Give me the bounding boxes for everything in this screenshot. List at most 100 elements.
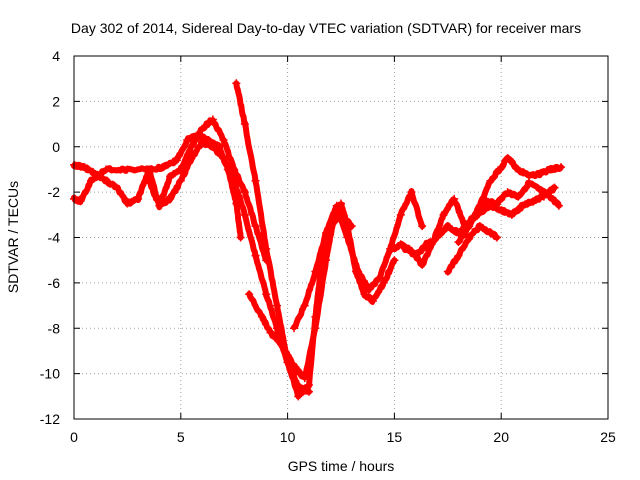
series-arc-9 [443, 222, 501, 276]
data-point [283, 351, 292, 360]
data-point [272, 301, 281, 310]
data-point [514, 165, 523, 174]
data-point [232, 79, 241, 88]
data-point [375, 274, 384, 283]
data-point [554, 201, 563, 210]
data-point [155, 201, 164, 210]
y-tick-label: 0 [52, 139, 60, 155]
data-point [245, 290, 254, 299]
y-tick-label: -8 [48, 320, 61, 336]
data-point [557, 163, 566, 172]
data-point [112, 183, 121, 192]
data-point [507, 210, 516, 219]
data-point [304, 380, 313, 389]
data-point [166, 172, 175, 181]
y-tick-label: -4 [48, 230, 61, 246]
y-tick-label: -6 [48, 275, 61, 291]
data-point [183, 135, 192, 144]
data-point [539, 192, 548, 201]
data-point [433, 233, 442, 242]
data-point [208, 115, 217, 124]
data-point [443, 267, 452, 276]
data-point [240, 120, 249, 129]
x-tick-label: 20 [493, 429, 509, 445]
data-point [418, 260, 427, 269]
y-tick-label: 4 [52, 48, 60, 64]
data-point [443, 222, 452, 231]
data-point [144, 176, 153, 185]
data-point [219, 135, 228, 144]
data-point [546, 165, 555, 174]
data-point [475, 201, 484, 210]
series-arc-8 [401, 183, 559, 260]
data-point [208, 142, 217, 151]
data-point [337, 199, 345, 208]
data-point [418, 222, 427, 231]
tick-labels: 0 5 10 15 20 25 -12 -10 -8 -6 -4 -2 0 2 4 [40, 48, 616, 445]
data-point [486, 176, 495, 185]
data-point [322, 256, 331, 265]
data-point [240, 188, 249, 197]
data-point [497, 206, 506, 215]
data-point [364, 285, 373, 294]
data-point [524, 179, 533, 188]
data-point [300, 301, 309, 310]
data-point [422, 240, 431, 249]
data-point [343, 233, 352, 242]
data-point [294, 392, 303, 401]
data-point [475, 222, 484, 231]
series-trace [246, 201, 398, 381]
data-point [454, 238, 463, 247]
data-point [503, 154, 512, 163]
data-point [176, 176, 185, 185]
data-point [386, 247, 395, 256]
data-point [390, 256, 399, 265]
y-tick-label: -10 [40, 366, 60, 382]
y-axis-label: SDTVAR / TECUs [5, 181, 21, 293]
data-point [518, 201, 527, 210]
data-point [439, 210, 448, 219]
x-tick-label: 5 [177, 429, 185, 445]
data-layer [70, 79, 566, 401]
ticks [73, 55, 609, 420]
data-point [159, 163, 168, 172]
data-point [102, 176, 111, 185]
data-point [332, 201, 341, 210]
data-point [360, 290, 369, 299]
data-point [198, 124, 207, 133]
data-point [450, 194, 459, 203]
data-point [535, 169, 544, 178]
data-point [369, 297, 378, 306]
data-point [322, 228, 331, 237]
data-point [134, 194, 143, 203]
series-trace [291, 188, 426, 331]
data-point [401, 244, 410, 253]
data-point [290, 324, 299, 333]
series-arc-5 [245, 199, 399, 383]
data-point [486, 201, 495, 210]
data-point [354, 267, 363, 276]
data-point [277, 340, 286, 349]
data-point [300, 374, 309, 383]
chart-title: Day 302 of 2014, Sidereal Day-to-day VTE… [71, 20, 581, 36]
data-point [396, 240, 405, 249]
series-arc-2 [70, 115, 271, 265]
data-point [262, 290, 271, 299]
series-arc-6 [290, 188, 427, 333]
data-point [87, 176, 96, 185]
grid [74, 56, 608, 419]
data-point [379, 278, 388, 287]
data-point [407, 188, 416, 197]
data-point [80, 163, 89, 172]
x-tick-label: 25 [600, 429, 616, 445]
data-point [187, 142, 196, 151]
data-point [535, 185, 544, 194]
y-tick-label: 2 [52, 93, 60, 109]
data-point [262, 244, 271, 253]
data-point [230, 176, 239, 185]
series-arc-10 [454, 154, 566, 247]
data-point [292, 365, 301, 374]
data-point [311, 267, 320, 276]
data-point [123, 165, 132, 174]
data-point [465, 233, 474, 242]
